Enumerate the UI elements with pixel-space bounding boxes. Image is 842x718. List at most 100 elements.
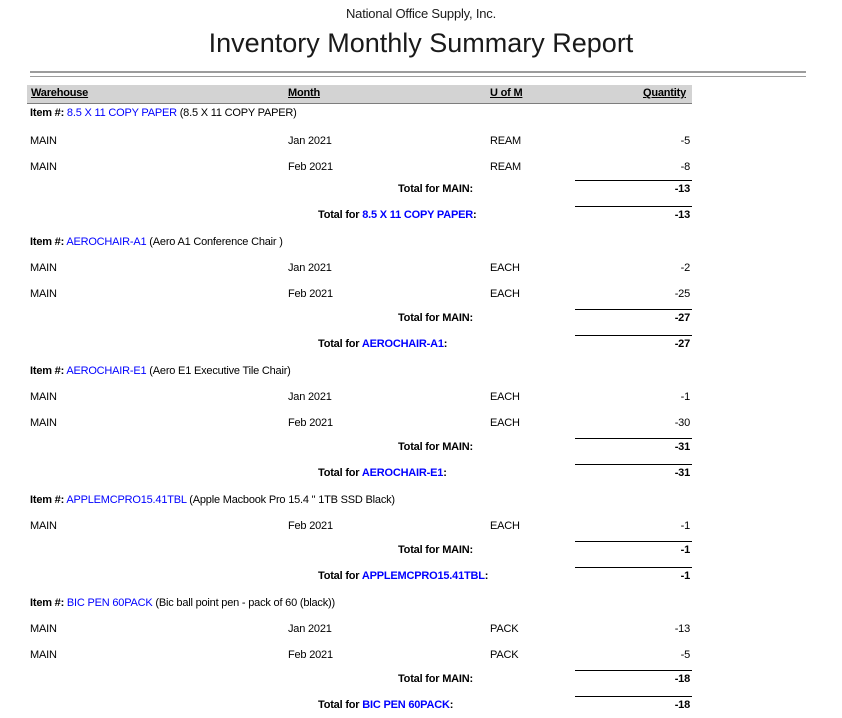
item-number-link[interactable]: 8.5 X 11 COPY PAPER [66, 107, 177, 119]
uom-cell: PACK [490, 649, 519, 661]
column-header-warehouse: Warehouse [31, 87, 89, 99]
company-name: National Office Supply, Inc. [345, 6, 496, 21]
uom-cell: REAM [490, 135, 521, 147]
total-for-label: Total for [318, 570, 360, 582]
item-total-value: -1 [680, 570, 691, 582]
subtotal-rule [575, 567, 692, 568]
item-description: (Apple Macbook Pro 15.4 " 1TB SSD Black) [189, 494, 395, 506]
item-number-label: Item #: [30, 236, 65, 248]
warehouse-total-row: Total for MAIN: -27 [0, 312, 842, 326]
table-row: MAIN Jan 2021 PACK -13 [0, 623, 842, 637]
item-total-row: Total for APPLEMCPRO15.41TBL: -1 [0, 570, 842, 584]
warehouse-total-row: Total for MAIN: -18 [0, 673, 842, 687]
item-number-link[interactable]: APPLEMCPRO15.41TBL [361, 570, 485, 582]
warehouse-cell: MAIN [30, 161, 57, 173]
warehouse-total-row: Total for MAIN: -13 [0, 183, 842, 197]
warehouse-total-label: Total for MAIN: [397, 544, 473, 556]
quantity-cell: -5 [680, 649, 691, 661]
subtotal-rule [575, 206, 692, 207]
month-cell: Feb 2021 [288, 161, 333, 173]
subtotal-rule [575, 670, 692, 671]
quantity-cell: -1 [680, 391, 691, 403]
total-for-label: Total for [318, 338, 360, 350]
item-total-label: Total for BIC PEN 60PACK: [318, 699, 453, 712]
item-number-link[interactable]: AEROCHAIR-E1 [361, 467, 444, 479]
quantity-cell: -13 [674, 623, 691, 635]
table-row: MAIN Feb 2021 EACH -30 [0, 417, 842, 431]
month-cell: Feb 2021 [288, 417, 333, 429]
warehouse-total-row: Total for MAIN: -1 [0, 544, 842, 558]
warehouse-total-label: Total for MAIN: [397, 441, 473, 453]
item-header-line: Item #: AEROCHAIR-E1 (Aero E1 Executive … [30, 365, 291, 378]
item-total-value: -31 [674, 467, 691, 479]
uom-cell: EACH [490, 391, 520, 403]
warehouse-total-value: -27 [674, 312, 691, 324]
item-number-link[interactable]: BIC PEN 60PACK [66, 597, 153, 609]
item-number-link[interactable]: BIC PEN 60PACK [362, 699, 450, 711]
page-title: Inventory Monthly Summary Report [208, 28, 634, 58]
table-row: MAIN Feb 2021 REAM -8 [0, 161, 842, 175]
item-total-row: Total for BIC PEN 60PACK: -18 [0, 699, 842, 713]
month-cell: Jan 2021 [288, 135, 332, 147]
warehouse-cell: MAIN [30, 262, 57, 274]
month-cell: Jan 2021 [288, 262, 332, 274]
item-description: (Bic ball point pen - pack of 60 (black)… [155, 597, 335, 609]
warehouse-cell: MAIN [30, 288, 57, 300]
column-header-month: Month [288, 87, 320, 99]
warehouse-cell: MAIN [30, 649, 57, 661]
warehouse-cell: MAIN [30, 391, 57, 403]
item-header: Item #: APPLEMCPRO15.41TBL (Apple Macboo… [0, 494, 842, 508]
colon: : [443, 338, 448, 350]
item-number-link[interactable]: APPLEMCPRO15.41TBL [66, 494, 187, 506]
item-total-label: Total for AEROCHAIR-E1: [318, 467, 447, 480]
item-header: Item #: BIC PEN 60PACK (Bic ball point p… [0, 597, 842, 611]
item-number-link[interactable]: 8.5 X 11 COPY PAPER [362, 209, 473, 221]
total-for-label: Total for [318, 209, 360, 221]
item-total-value: -27 [674, 338, 691, 350]
uom-cell: EACH [490, 288, 520, 300]
item-total-row: Total for 8.5 X 11 COPY PAPER: -13 [0, 209, 842, 223]
item-number-link[interactable]: AEROCHAIR-A1 [361, 338, 444, 350]
item-header-line: Item #: 8.5 X 11 COPY PAPER (8.5 X 11 CO… [30, 107, 297, 120]
subtotal-rule [575, 335, 692, 336]
quantity-cell: -30 [674, 417, 691, 429]
warehouse-cell: MAIN [30, 417, 57, 429]
subtotal-rule [575, 464, 692, 465]
warehouse-total-value: -18 [674, 673, 691, 685]
colon: : [473, 209, 477, 221]
uom-cell: EACH [490, 262, 520, 274]
warehouse-cell: MAIN [30, 135, 57, 147]
warehouse-total-value: -31 [674, 441, 691, 453]
item-number-link[interactable]: AEROCHAIR-E1 [66, 365, 147, 377]
warehouse-cell: MAIN [30, 623, 57, 635]
warehouse-total-value: -13 [674, 183, 691, 195]
table-row: MAIN Feb 2021 PACK -5 [0, 649, 842, 663]
colon: : [443, 467, 447, 479]
item-number-label: Item #: [30, 597, 65, 609]
item-number-link[interactable]: AEROCHAIR-A1 [66, 236, 147, 248]
warehouse-cell: MAIN [30, 520, 57, 532]
subtotal-rule [575, 541, 692, 542]
warehouse-total-value: -1 [680, 544, 691, 556]
item-total-row: Total for AEROCHAIR-A1: -27 [0, 338, 842, 352]
item-description: (Aero A1 Conference Chair ) [149, 236, 283, 248]
uom-cell: EACH [490, 417, 520, 429]
total-for-label: Total for [318, 699, 360, 711]
uom-cell: PACK [490, 623, 519, 635]
item-header-line: Item #: APPLEMCPRO15.41TBL (Apple Macboo… [30, 494, 395, 507]
month-cell: Feb 2021 [288, 288, 333, 300]
column-header-uom: U of M [490, 87, 523, 99]
table-row: MAIN Feb 2021 EACH -25 [0, 288, 842, 302]
quantity-cell: -8 [680, 161, 691, 173]
item-total-value: -13 [674, 209, 691, 221]
title-divider [30, 71, 806, 77]
warehouse-total-label: Total for MAIN: [397, 183, 473, 195]
item-total-row: Total for AEROCHAIR-E1: -31 [0, 467, 842, 481]
table-row: MAIN Jan 2021 EACH -1 [0, 391, 842, 405]
subtotal-rule [575, 438, 692, 439]
table-row: MAIN Jan 2021 EACH -2 [0, 262, 842, 276]
warehouse-total-label: Total for MAIN: [397, 312, 473, 324]
warehouse-total-row: Total for MAIN: -31 [0, 441, 842, 455]
item-number-label: Item #: [30, 107, 65, 119]
total-for-label: Total for [318, 467, 360, 479]
